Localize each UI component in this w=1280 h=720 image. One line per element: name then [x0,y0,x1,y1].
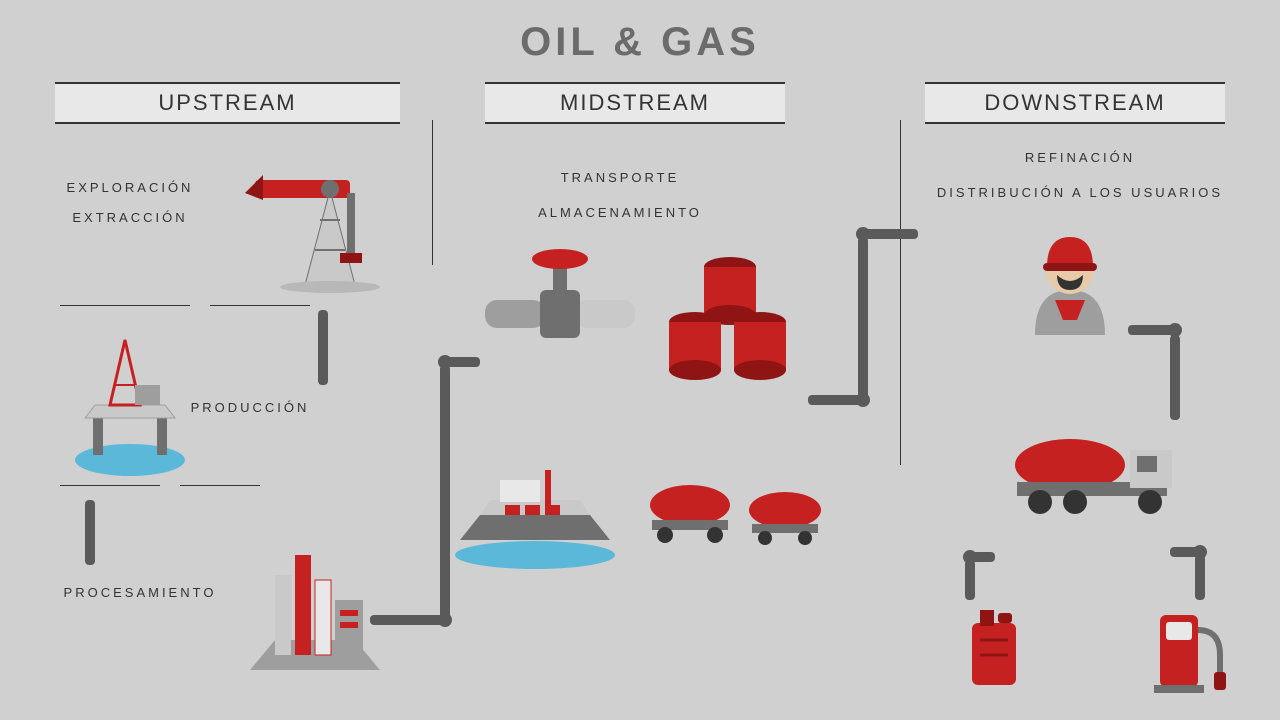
pipe-corner-6 [963,550,977,564]
worker-icon [1005,215,1135,345]
platform-icon [65,330,195,480]
valve-icon [480,245,640,365]
pipe-corner-7 [1193,545,1207,559]
hline-4 [180,485,260,486]
section-header-upstream: UPSTREAM [55,82,400,124]
jerrycan-icon [960,605,1030,695]
hline-2 [210,305,310,306]
hline-3 [60,485,160,486]
hline-1 [60,305,190,306]
label-transporte: TRANSPORTE [500,170,740,185]
section-header-midstream: MIDSTREAM [485,82,785,124]
label-distribucion: DISTRIBUCIÓN A LOS USUARIOS [920,185,1240,200]
label-refinacion: REFINACIÓN [940,150,1220,165]
pipe-corner-4 [856,227,870,241]
pipe-13 [1195,555,1205,600]
refinery-icon [240,520,390,690]
pipe-6 [808,395,863,405]
label-extraccion: EXTRACCIÓN [60,210,200,225]
ship-icon [445,445,625,575]
label-produccion: PRODUCCIÓN [180,400,320,415]
page-title: OIL & GAS [0,20,1280,65]
pipe-2 [85,500,95,565]
pipe-corner-5 [1168,323,1182,337]
barrels-icon [660,255,800,385]
pipe-corner-3 [856,393,870,407]
divider-1 [432,120,433,265]
pipe-corner-1 [438,613,452,627]
pump-icon [1140,600,1230,700]
railcars-icon [640,460,840,560]
pumpjack-icon [245,145,395,295]
label-almacenamiento: ALMACENAMIENTO [500,205,740,220]
pipe-1 [318,310,328,385]
label-procesamiento: PROCESAMIENTO [60,585,220,600]
truck-icon [1005,420,1185,540]
pipe-11 [965,560,975,600]
section-header-downstream: DOWNSTREAM [925,82,1225,124]
pipe-corner-2 [438,355,452,369]
divider-2 [900,120,901,465]
pipe-7 [858,237,868,402]
pipe-9 [1170,335,1180,420]
label-exploracion: EXPLORACIÓN [60,180,200,195]
